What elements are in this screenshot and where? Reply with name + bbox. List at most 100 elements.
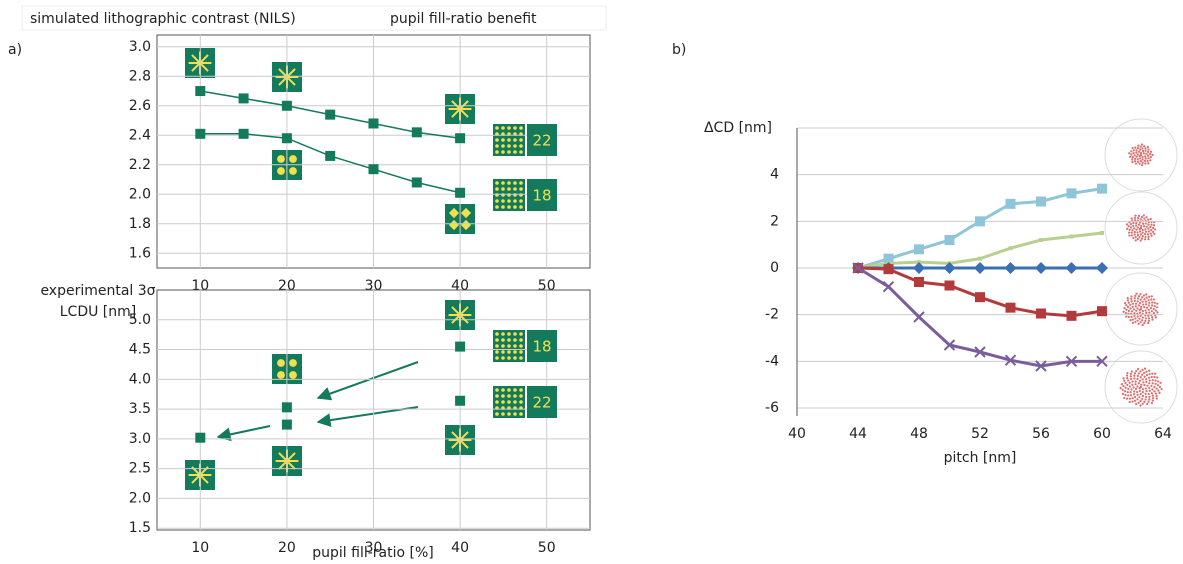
data-point — [1035, 262, 1047, 274]
icon-dot — [289, 371, 297, 379]
page: {"chart_data": [ {"type": "line", "panel… — [0, 0, 1183, 564]
particle — [1144, 398, 1146, 400]
particle — [1144, 376, 1146, 378]
arrows — [218, 362, 418, 437]
particle — [1149, 159, 1151, 161]
particle — [1140, 376, 1142, 378]
particle — [1138, 304, 1140, 306]
particle — [1137, 375, 1139, 377]
particle — [1145, 381, 1147, 383]
particle — [1143, 225, 1145, 227]
particle — [1151, 373, 1153, 375]
series-label: 18 — [532, 187, 551, 205]
particle — [1153, 233, 1155, 235]
particle — [1134, 321, 1136, 323]
icon-dot — [495, 344, 499, 348]
data-point — [412, 127, 422, 137]
particle — [1123, 311, 1125, 313]
particle — [1158, 392, 1160, 394]
particle — [1141, 164, 1143, 166]
particle — [1131, 397, 1133, 399]
x-tick-label: 44 — [849, 426, 867, 442]
icon-dot — [513, 356, 517, 360]
particle — [1128, 225, 1130, 227]
icon-dot — [495, 193, 499, 197]
icon-dot — [501, 388, 505, 392]
particle — [1157, 384, 1159, 386]
icon-dot — [495, 187, 499, 191]
particle — [1134, 231, 1136, 233]
y-tick-label: 0 — [770, 260, 779, 276]
particle — [1141, 216, 1143, 218]
icon-dot — [495, 394, 499, 398]
particle — [1134, 217, 1136, 219]
particle — [1150, 151, 1152, 153]
particle — [1134, 214, 1136, 216]
icon-dot — [507, 388, 511, 392]
data-point — [325, 110, 335, 120]
chart-subtitle: pupil fill-ratio benefit — [390, 11, 537, 27]
particle — [1136, 378, 1138, 380]
particle — [1135, 388, 1137, 390]
particle — [1137, 300, 1139, 302]
particle — [1127, 391, 1129, 393]
particle — [1147, 299, 1149, 301]
particle — [1147, 157, 1149, 159]
data-point — [1096, 262, 1108, 274]
x-tick-label: 48 — [910, 426, 928, 442]
particle — [1127, 379, 1129, 381]
particle — [1148, 317, 1150, 319]
particle — [1142, 381, 1144, 383]
particle — [1139, 390, 1141, 392]
particle — [1122, 389, 1124, 391]
particle — [1138, 223, 1140, 225]
particle — [1140, 299, 1142, 301]
particle — [1142, 403, 1144, 405]
particle — [1131, 217, 1133, 219]
particle — [1145, 293, 1147, 295]
icon-dot — [507, 199, 511, 203]
particle — [1132, 322, 1134, 324]
data-point — [282, 402, 292, 412]
particle — [1130, 298, 1132, 300]
particle — [1131, 370, 1133, 372]
particle — [1140, 160, 1142, 162]
icon-dot — [513, 144, 517, 148]
particle — [1137, 217, 1139, 219]
particle — [1141, 158, 1143, 160]
data-point — [945, 235, 955, 245]
particle — [1152, 382, 1154, 384]
particle — [1150, 218, 1152, 220]
particle — [1147, 162, 1149, 164]
particle — [1129, 307, 1131, 309]
icon-dot — [501, 394, 505, 398]
particle — [1148, 312, 1150, 314]
particle — [1148, 370, 1150, 372]
data-point — [914, 277, 924, 287]
particle — [1138, 382, 1140, 384]
icon-dot — [513, 126, 517, 130]
particle — [1135, 310, 1137, 312]
y-tick-label: -4 — [765, 353, 779, 369]
icon-dot — [501, 332, 505, 336]
particle — [1138, 396, 1140, 398]
particle — [1134, 147, 1136, 149]
particle — [1142, 301, 1144, 303]
particle — [1143, 295, 1145, 297]
particle — [1137, 144, 1139, 146]
y-tick-label: 3.0 — [129, 39, 151, 55]
particle — [1153, 224, 1155, 226]
particle — [1144, 162, 1146, 164]
pattern-icon — [493, 386, 525, 418]
particle — [1124, 382, 1126, 384]
particle — [1155, 316, 1157, 318]
particle — [1142, 150, 1144, 152]
x-axis-label: pitch [nm] — [944, 450, 1017, 466]
particle — [1139, 400, 1141, 402]
particle — [1139, 155, 1141, 157]
particle — [1151, 310, 1153, 312]
particle — [1131, 147, 1133, 149]
icon-dot — [507, 412, 511, 416]
particle — [1133, 312, 1135, 314]
particle — [1150, 232, 1152, 234]
